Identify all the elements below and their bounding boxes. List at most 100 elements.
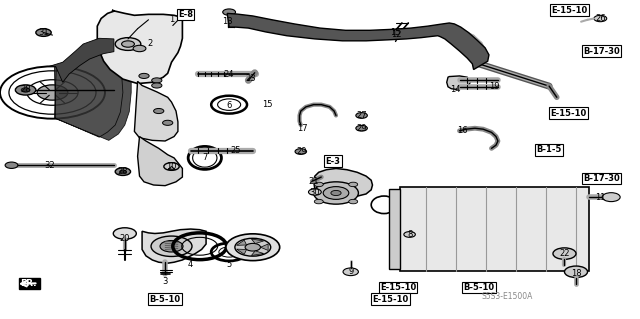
Circle shape <box>113 228 136 239</box>
Polygon shape <box>400 187 589 271</box>
Text: 9: 9 <box>348 267 353 276</box>
Polygon shape <box>142 229 206 263</box>
Text: 23: 23 <box>246 74 256 83</box>
Text: E-15-10: E-15-10 <box>552 6 588 15</box>
Circle shape <box>160 241 183 252</box>
Circle shape <box>404 232 415 237</box>
Text: 15: 15 <box>390 28 401 37</box>
Polygon shape <box>138 137 182 186</box>
Text: B-17-30: B-17-30 <box>583 174 620 183</box>
Text: 12: 12 <box>392 30 402 39</box>
Text: 30: 30 <box>310 188 320 197</box>
Text: 28: 28 <box>20 85 31 94</box>
Text: 2: 2 <box>148 39 153 48</box>
Text: 10: 10 <box>166 162 177 171</box>
Text: 17: 17 <box>297 124 307 133</box>
Circle shape <box>122 41 134 47</box>
Text: 24: 24 <box>224 70 234 78</box>
Text: 21: 21 <box>308 177 319 186</box>
Circle shape <box>5 162 18 168</box>
Text: 8: 8 <box>407 230 412 239</box>
Text: 19: 19 <box>489 82 499 91</box>
Text: 22: 22 <box>559 249 570 258</box>
Text: E-3: E-3 <box>325 157 340 166</box>
Polygon shape <box>447 76 470 89</box>
Text: 7: 7 <box>202 153 207 162</box>
Circle shape <box>223 9 236 15</box>
Polygon shape <box>227 13 489 70</box>
Circle shape <box>235 238 271 256</box>
Circle shape <box>356 125 367 131</box>
Circle shape <box>594 15 607 22</box>
Polygon shape <box>237 240 246 245</box>
Circle shape <box>314 199 323 204</box>
Polygon shape <box>19 278 40 289</box>
Text: B-5-10: B-5-10 <box>150 295 180 304</box>
Text: 28: 28 <box>118 167 128 176</box>
Polygon shape <box>54 41 131 140</box>
Text: 20: 20 <box>120 234 130 243</box>
Text: B-17-30: B-17-30 <box>583 47 620 56</box>
Polygon shape <box>237 249 246 254</box>
Text: 13: 13 <box>222 17 232 26</box>
Circle shape <box>36 29 51 36</box>
Polygon shape <box>134 81 178 141</box>
Circle shape <box>564 266 588 278</box>
Text: 29: 29 <box>297 147 307 156</box>
Circle shape <box>356 113 367 118</box>
Text: 16: 16 <box>457 126 467 135</box>
Polygon shape <box>314 168 372 197</box>
Circle shape <box>152 83 162 88</box>
Circle shape <box>163 120 173 125</box>
Polygon shape <box>252 251 264 256</box>
Circle shape <box>349 182 358 187</box>
Circle shape <box>308 189 321 195</box>
Text: 32: 32 <box>45 161 55 170</box>
Text: B-1-5: B-1-5 <box>536 145 562 154</box>
Circle shape <box>295 149 307 154</box>
Circle shape <box>314 182 358 204</box>
Circle shape <box>133 45 146 52</box>
Circle shape <box>152 78 162 83</box>
Text: 27: 27 <box>356 111 367 120</box>
Circle shape <box>349 199 358 204</box>
Text: 31: 31 <box>38 28 49 37</box>
Text: 6: 6 <box>227 101 232 110</box>
Circle shape <box>314 182 323 187</box>
Text: 4: 4 <box>188 260 193 269</box>
Circle shape <box>553 248 576 259</box>
Polygon shape <box>97 10 182 84</box>
Circle shape <box>164 163 179 170</box>
Text: 1: 1 <box>169 15 174 24</box>
Text: 11: 11 <box>595 193 605 202</box>
Circle shape <box>331 190 341 196</box>
Polygon shape <box>389 189 400 269</box>
Circle shape <box>115 38 141 50</box>
Text: 26: 26 <box>595 14 605 23</box>
Polygon shape <box>252 239 264 244</box>
Text: E-8: E-8 <box>178 10 193 19</box>
Circle shape <box>343 268 358 276</box>
Text: E-15-10: E-15-10 <box>380 283 416 292</box>
Text: 5: 5 <box>227 260 232 269</box>
Text: 15: 15 <box>262 100 273 109</box>
Circle shape <box>154 108 164 114</box>
Circle shape <box>139 73 149 78</box>
Circle shape <box>115 168 131 175</box>
Polygon shape <box>49 38 114 82</box>
Circle shape <box>245 243 260 251</box>
Circle shape <box>323 187 349 199</box>
Text: 18: 18 <box>571 269 581 278</box>
Circle shape <box>602 193 620 202</box>
Circle shape <box>15 85 36 95</box>
Text: E-15-10: E-15-10 <box>550 109 586 118</box>
Circle shape <box>21 88 30 92</box>
Circle shape <box>226 234 280 261</box>
Circle shape <box>151 236 192 256</box>
Text: 29: 29 <box>356 124 367 133</box>
Text: B-5-10: B-5-10 <box>463 283 494 292</box>
Text: S5S3-E1500A: S5S3-E1500A <box>481 292 532 300</box>
Circle shape <box>37 85 68 100</box>
Text: 3: 3 <box>163 277 168 286</box>
Polygon shape <box>260 244 268 250</box>
